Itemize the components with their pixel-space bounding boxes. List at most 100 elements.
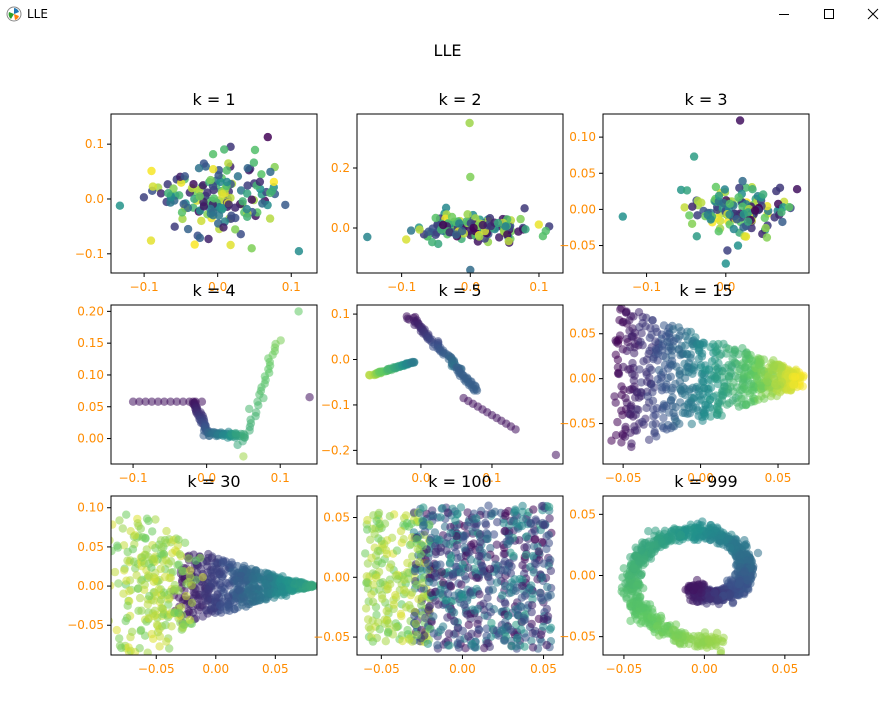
data-point <box>170 222 179 231</box>
y-tick-label: 0.0 <box>85 192 104 206</box>
data-point <box>162 556 171 565</box>
scatter-points <box>618 116 802 268</box>
data-point <box>412 535 421 544</box>
data-point <box>384 619 393 628</box>
data-point <box>697 198 706 207</box>
data-point <box>435 589 445 598</box>
axes-frame <box>110 304 318 465</box>
data-point <box>236 585 245 594</box>
y-tick-label: 0.05 <box>569 166 596 180</box>
x-tick-label: 0.05 <box>765 471 792 485</box>
data-point <box>702 599 711 608</box>
data-point <box>732 215 742 224</box>
data-point <box>363 525 372 534</box>
data-point <box>700 411 710 421</box>
data-point <box>141 397 150 406</box>
scatter-points <box>361 501 556 653</box>
data-point <box>164 189 173 198</box>
data-point <box>482 624 491 633</box>
data-point <box>611 431 621 440</box>
data-point <box>209 194 219 203</box>
data-point <box>453 554 462 563</box>
data-point <box>412 580 421 590</box>
data-point <box>180 538 190 547</box>
subplot-7: k = 30 −0.05 0.00 0.05 −0.05 0.00 0.05 0.10 <box>67 472 318 676</box>
subplot-8: k = 100 −0.05 0.00 0.05 −0.05 0.00 0.05 <box>313 472 564 676</box>
data-point <box>517 625 526 634</box>
x-tick-label: 0.0 <box>716 280 735 294</box>
data-point <box>775 183 785 192</box>
data-point <box>443 589 453 598</box>
data-point <box>156 564 165 574</box>
data-point <box>115 201 125 210</box>
data-point <box>530 558 539 568</box>
data-point <box>743 556 753 565</box>
data-point <box>401 588 410 597</box>
data-point <box>231 203 240 212</box>
y-tick-label: 0.05 <box>77 540 104 554</box>
data-point <box>111 567 120 577</box>
data-point <box>172 397 181 406</box>
data-point <box>120 566 129 575</box>
data-point <box>197 216 206 226</box>
data-point <box>723 246 732 255</box>
data-point <box>424 227 433 236</box>
data-point <box>734 580 744 589</box>
data-point <box>482 631 491 641</box>
data-point <box>401 511 411 520</box>
data-point <box>198 181 208 190</box>
data-point <box>381 637 390 646</box>
data-point <box>771 380 780 389</box>
data-point <box>522 532 531 541</box>
data-point <box>407 588 417 597</box>
data-point <box>118 524 128 533</box>
data-point <box>236 230 245 239</box>
data-point <box>778 217 787 227</box>
data-point <box>382 606 391 616</box>
y-tick-label: 0.05 <box>77 400 104 414</box>
data-point <box>373 546 383 556</box>
data-point <box>362 572 371 581</box>
data-point <box>735 116 745 125</box>
data-point <box>436 625 446 635</box>
x-tick-label: 0.0 <box>411 471 430 485</box>
data-point <box>248 574 257 583</box>
x-tick-label: 0.0 <box>197 471 216 485</box>
data-point <box>614 335 624 344</box>
data-point <box>281 200 290 210</box>
close-button[interactable] <box>850 0 895 28</box>
data-point <box>196 565 206 574</box>
data-point <box>746 370 756 380</box>
y-tick-label: −0.05 <box>313 630 350 644</box>
data-point <box>543 582 552 592</box>
data-point <box>485 564 495 574</box>
data-point <box>528 551 538 561</box>
data-point <box>481 518 490 528</box>
data-point <box>224 159 233 168</box>
data-point <box>634 308 644 317</box>
subplot-3: k = 3 −0.1 0.0 −0.05 0.00 0.05 0.10 <box>559 90 810 294</box>
data-point <box>542 532 551 541</box>
data-point <box>727 361 736 370</box>
minimize-button[interactable] <box>761 0 807 28</box>
data-point <box>250 145 260 155</box>
data-point <box>739 370 749 379</box>
data-point <box>543 593 553 602</box>
data-point <box>140 580 149 589</box>
maximize-button[interactable] <box>806 0 852 28</box>
data-point <box>206 175 215 185</box>
data-point <box>185 615 195 625</box>
data-point <box>262 588 271 597</box>
data-point <box>501 222 510 231</box>
data-point <box>541 226 550 236</box>
data-point <box>187 581 196 590</box>
data-point <box>226 142 235 151</box>
data-point <box>654 631 664 640</box>
data-point <box>618 431 628 440</box>
data-point <box>222 166 231 175</box>
data-point <box>433 641 442 650</box>
data-point <box>144 571 153 580</box>
data-point <box>466 172 475 182</box>
data-point <box>238 197 247 206</box>
data-point <box>667 351 676 360</box>
